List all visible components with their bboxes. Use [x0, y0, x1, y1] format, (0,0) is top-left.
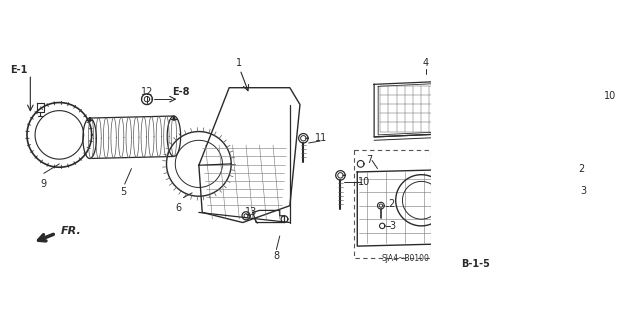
Text: 1: 1	[236, 58, 242, 68]
Text: 2: 2	[388, 199, 394, 209]
Text: 13: 13	[244, 207, 257, 218]
Text: 6: 6	[175, 203, 182, 213]
Text: SJA4~B0100: SJA4~B0100	[382, 255, 429, 263]
Text: 11: 11	[315, 133, 327, 143]
Text: E-8: E-8	[172, 87, 189, 97]
Text: 8: 8	[273, 251, 280, 261]
Text: E-1: E-1	[10, 64, 28, 75]
Text: B-1-5: B-1-5	[461, 259, 490, 269]
Text: 3: 3	[389, 221, 396, 231]
Text: 9: 9	[40, 179, 46, 189]
Text: 3: 3	[580, 186, 587, 196]
Text: 10: 10	[604, 92, 616, 101]
Text: FR.: FR.	[61, 226, 81, 236]
Text: 5: 5	[120, 187, 127, 197]
Text: 10: 10	[358, 177, 370, 187]
Text: 7: 7	[366, 155, 372, 165]
Text: 4: 4	[423, 58, 429, 68]
Text: 2: 2	[579, 164, 585, 174]
Text: 12: 12	[141, 87, 153, 97]
